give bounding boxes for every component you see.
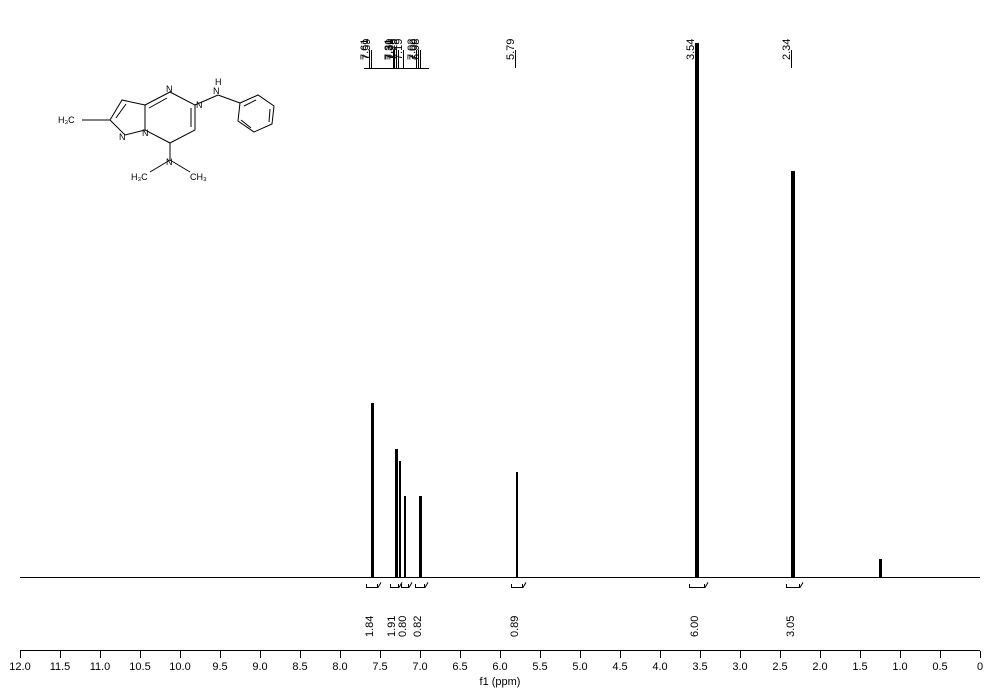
axis-tick [940,651,941,658]
axis-tick [620,651,621,658]
peak-label-tick [791,50,792,68]
axis-tick-label: 6.5 [452,661,467,673]
integral-value: 0.80 [397,615,409,636]
peak [404,496,406,577]
mol-label-h3c-left: H₃C [58,115,75,125]
axis-tick [820,651,821,658]
baseline [20,577,980,578]
integral-value: 1.84 [364,615,376,636]
axis-tick-label: 3.5 [692,661,707,673]
integral-value: 3.05 [785,615,797,636]
integral-bracket [415,587,425,588]
axis-tick-label: 4.5 [612,661,627,673]
axis-tick-label: 4.0 [652,661,667,673]
peak-label-connector [364,68,429,69]
axis-tick-label: 9.0 [252,661,267,673]
integral-bracket [786,587,800,588]
axis-tick-label: 11.0 [90,661,111,673]
mol-label-h: H [215,77,222,87]
axis-tick-label: 10.0 [169,661,190,673]
x-axis: f1 (ppm) 12.011.511.010.510.09.59.08.58.… [20,650,980,651]
integral-bracket [689,587,705,588]
mol-label-h3c-b1: H₃C [131,172,148,182]
peak [516,472,518,576]
axis-tick [140,651,141,658]
axis-tick-label: 1.5 [852,661,867,673]
axis-tick [580,651,581,658]
peak [879,559,882,576]
axis-tick [740,651,741,658]
mol-label-n-bottom: N [166,157,173,167]
axis-tick [60,651,61,658]
peak-label-tick [515,50,516,68]
axis-tick [980,651,981,658]
integral-value: 0.89 [509,615,521,636]
axis-tick [860,651,861,658]
axis-tick [180,651,181,658]
axis-tick [340,651,341,658]
axis-tick-label: 11.5 [50,661,71,673]
integral-value: 0.82 [412,615,424,636]
axis-tick-label: 0 [977,661,983,673]
axis-tick [500,651,501,658]
axis-tick-label: 6.0 [492,661,507,673]
axis-tick [780,651,781,658]
axis-tick [540,651,541,658]
axis-label: f1 (ppm) [480,676,521,688]
axis-tick [100,651,101,658]
peak [371,403,374,577]
peak [791,171,795,577]
peak [695,43,699,577]
axis-tick [460,651,461,658]
axis-tick-label: 10.5 [129,661,150,673]
axis-tick [420,651,421,658]
peak-label-tick [403,50,404,68]
integral-bracket [366,587,378,588]
axis-tick-label: 12.0 [9,661,30,673]
axis-tick-label: 7.5 [372,661,387,673]
integral-value: 6.00 [689,615,701,636]
mol-label-n1: N [166,84,173,94]
axis-tick [20,651,21,658]
mol-label-n2: N [196,100,203,110]
axis-tick-label: 9.5 [212,661,227,673]
peak-label-tick [695,50,696,68]
axis-tick [380,651,381,658]
peak-label-tick [420,50,421,68]
peak [419,496,422,577]
axis-tick [700,651,701,658]
axis-tick-label: 0.5 [932,661,947,673]
integral-bracket [511,587,523,588]
axis-tick [220,651,221,658]
axis-tick [300,651,301,658]
axis-tick [660,651,661,658]
mol-label-ch3-b2: CH₃ [190,172,207,182]
axis-tick-label: 1.0 [892,661,907,673]
axis-tick [900,651,901,658]
mol-label-n4: N [119,132,126,142]
axis-tick-label: 5.0 [572,661,587,673]
mol-label-n5: N [213,86,220,96]
axis-tick-label: 8.5 [292,661,307,673]
peak [395,449,398,577]
integral-bracket [401,587,409,588]
axis-tick-label: 8.0 [332,661,347,673]
axis-tick [260,651,261,658]
axis-tick-label: 5.5 [532,661,547,673]
axis-tick-label: 2.0 [812,661,827,673]
axis-tick-label: 2.5 [772,661,787,673]
axis-tick-label: 7.0 [412,661,427,673]
molecular-structure: H₃C N N N N N H H₃C CH₃ N [50,70,280,190]
mol-label-n3: N [142,128,149,138]
peak [399,461,401,577]
peak-label-tick [371,50,372,68]
integral-bracket [390,587,400,588]
axis-tick-label: 3.0 [732,661,747,673]
